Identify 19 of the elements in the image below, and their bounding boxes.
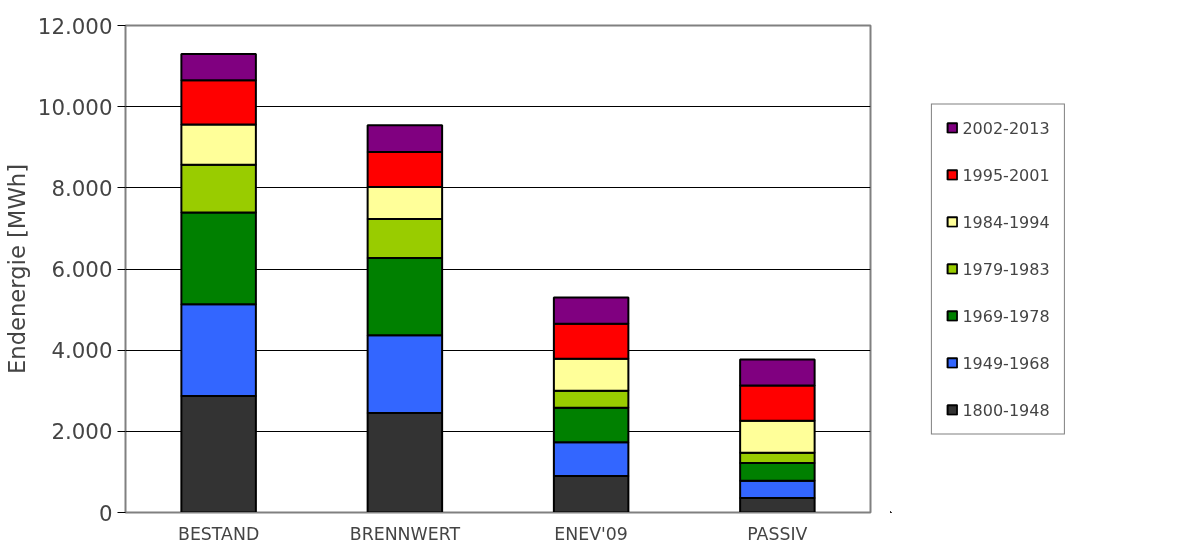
y-tick-label: 10.000 (37, 94, 113, 120)
x-tick-label: BRENNWERT (349, 523, 461, 544)
x-tick-label: BESTAND (178, 523, 260, 544)
y-axis-title: Endenergie [MWh] (3, 163, 30, 375)
legend-label: 1979-1983 (962, 259, 1050, 278)
legend-label: 1949-1968 (962, 353, 1050, 372)
y-tick-label: 2.000 (51, 419, 113, 445)
legend-label: 2002-2013 (962, 118, 1050, 137)
legend-label: 1995-2001 (962, 165, 1050, 184)
y-tick-label: 12.000 (37, 13, 113, 39)
legend-label: 1800-1948 (962, 400, 1050, 419)
x-tick-label: PASSIV (747, 523, 808, 544)
legend-label: 1984-1994 (962, 212, 1050, 231)
legend-label: 1969-1978 (962, 306, 1050, 325)
y-tick-label: 4.000 (51, 338, 113, 364)
y-tick-label: 8.000 (51, 175, 113, 201)
x-tick-label: ENEV'09 (554, 523, 628, 544)
y-tick-label: 0 (98, 500, 113, 526)
y-tick-label: 6.000 (51, 257, 113, 282)
